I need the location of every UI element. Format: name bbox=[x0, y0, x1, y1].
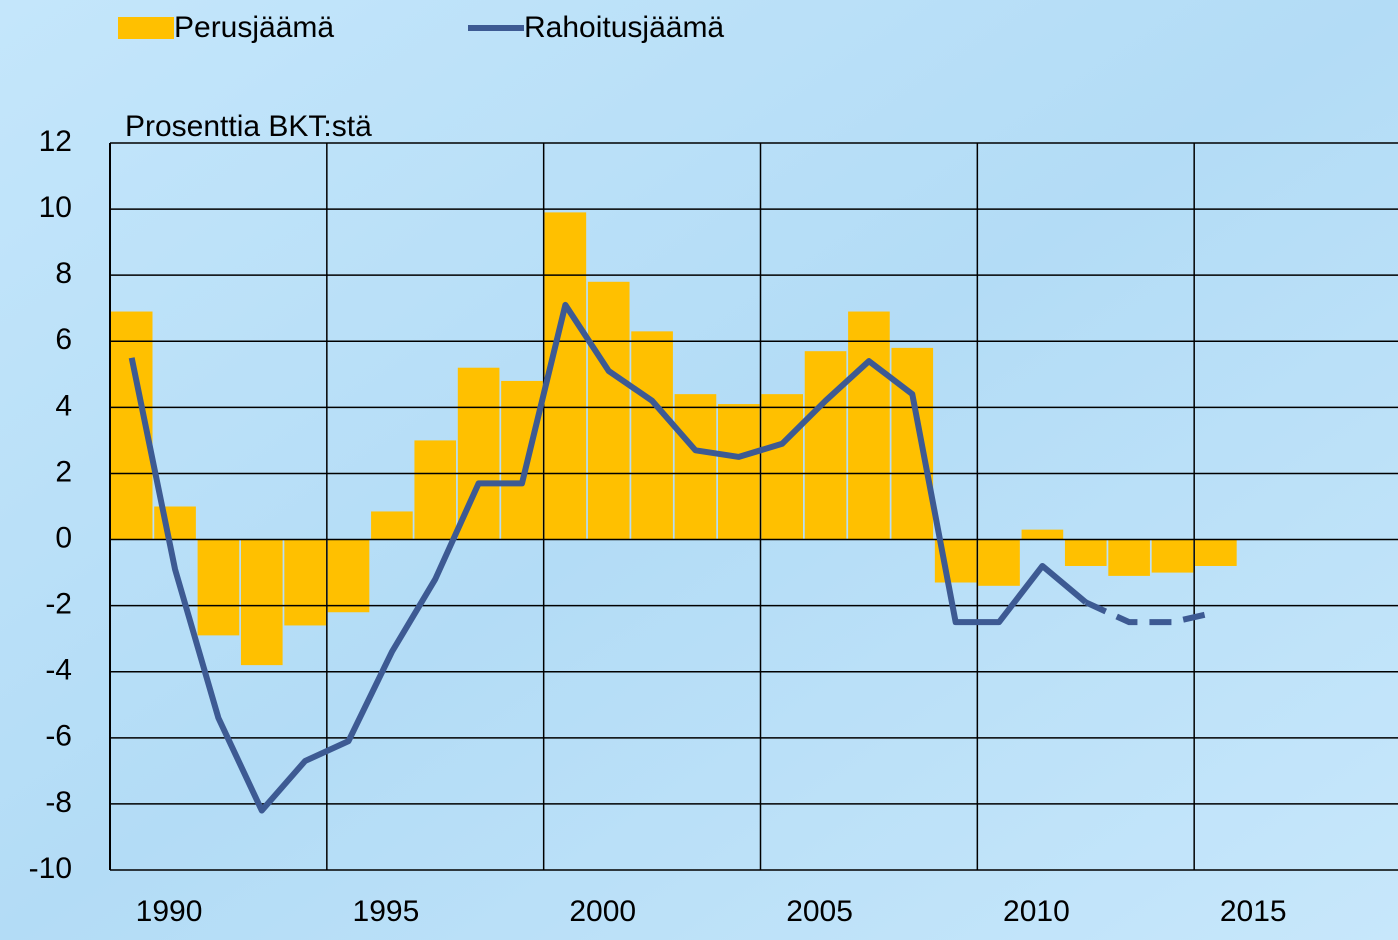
bar bbox=[371, 511, 413, 540]
line bbox=[128, 301, 1088, 814]
y-tick-label: 6 bbox=[55, 323, 72, 356]
bar bbox=[501, 380, 543, 540]
bar bbox=[1151, 539, 1194, 573]
y-tick-label: 8 bbox=[55, 257, 72, 290]
bar bbox=[631, 331, 673, 540]
axis-label: Prosenttia BKT:stä bbox=[125, 110, 372, 143]
bar bbox=[1195, 539, 1237, 566]
y-tick-label: 10 bbox=[39, 191, 72, 224]
legend-swatch bbox=[118, 17, 174, 39]
bar bbox=[240, 539, 283, 666]
legend-label: Rahoitusjäämä bbox=[524, 11, 724, 44]
bar bbox=[1021, 529, 1064, 540]
bar bbox=[674, 394, 717, 540]
y-tick-label: -6 bbox=[45, 720, 72, 753]
bar bbox=[848, 311, 890, 540]
bar bbox=[587, 281, 630, 540]
x-tick-label: 2005 bbox=[786, 895, 853, 928]
bar bbox=[1064, 539, 1107, 566]
bar bbox=[197, 539, 240, 636]
line-forecast bbox=[1084, 599, 1217, 626]
y-tick-label: 4 bbox=[55, 389, 72, 422]
bar bbox=[544, 212, 587, 540]
x-tick-label: 1995 bbox=[353, 895, 420, 928]
bar bbox=[327, 539, 370, 613]
y-tick-label: 0 bbox=[55, 521, 72, 554]
x-tick-label: 2010 bbox=[1003, 895, 1070, 928]
bar bbox=[718, 404, 760, 540]
y-tick-label: -10 bbox=[29, 852, 72, 885]
y-tick-label: -4 bbox=[45, 654, 72, 687]
bar bbox=[284, 539, 326, 626]
x-tick-label: 2000 bbox=[569, 895, 636, 928]
legend-label: Perusjäämä bbox=[174, 11, 334, 44]
bar bbox=[414, 440, 457, 540]
y-tick-label: -2 bbox=[45, 588, 72, 621]
bar bbox=[1108, 539, 1150, 576]
x-tick-label: 2015 bbox=[1220, 895, 1287, 928]
bar bbox=[891, 347, 934, 540]
bar bbox=[804, 351, 847, 540]
y-tick-label: 2 bbox=[55, 455, 72, 488]
y-tick-label: 12 bbox=[39, 125, 72, 158]
bar bbox=[978, 539, 1020, 586]
y-tick-label: -8 bbox=[45, 786, 72, 819]
x-tick-label: 1990 bbox=[136, 895, 203, 928]
bar bbox=[761, 394, 804, 540]
